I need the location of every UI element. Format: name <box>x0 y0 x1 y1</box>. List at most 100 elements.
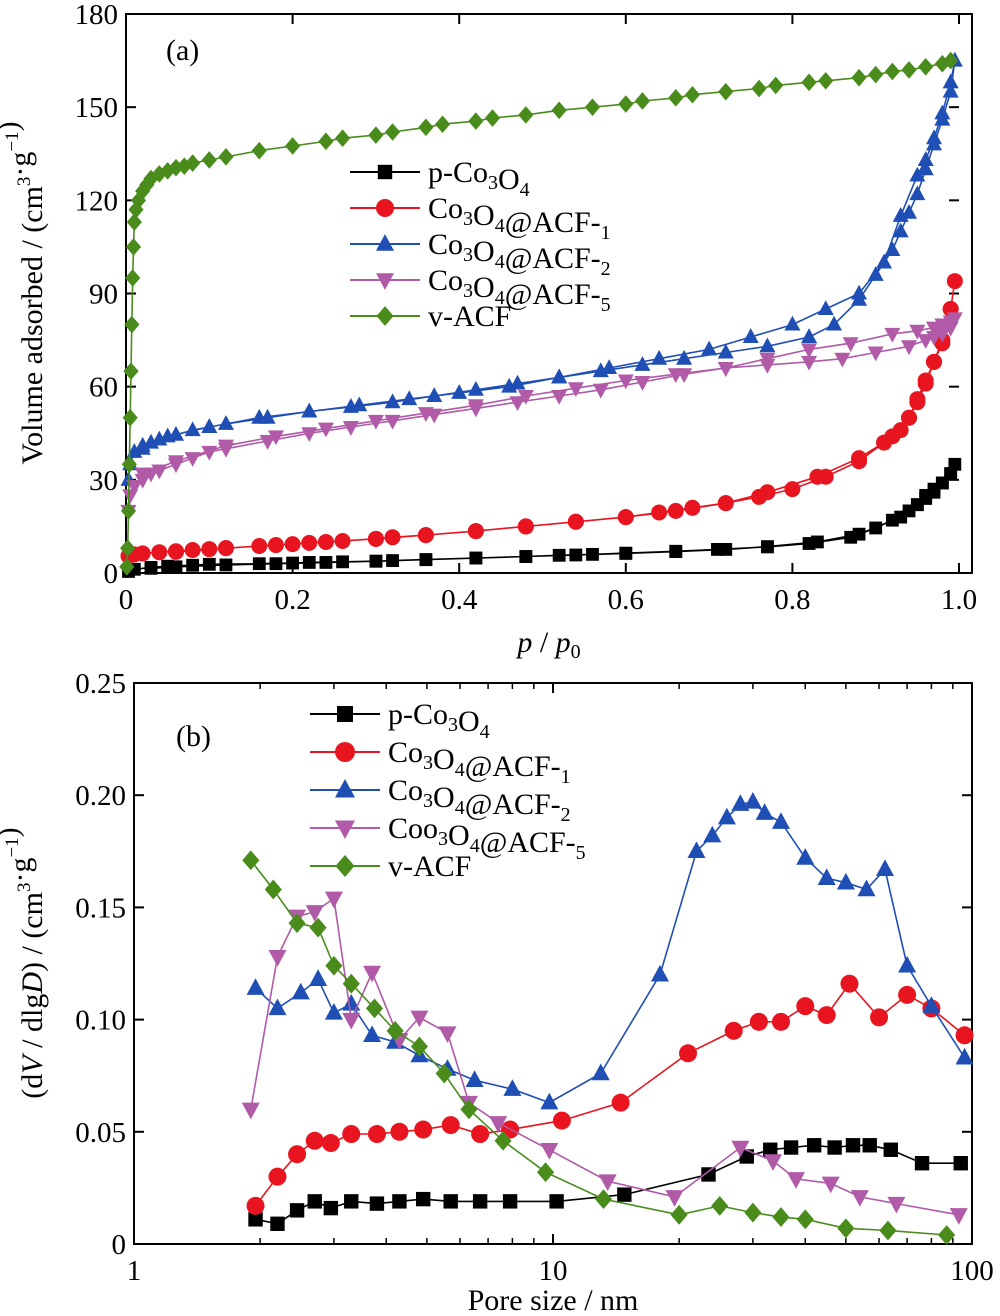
data-point-p-co3o4 <box>783 1140 799 1155</box>
legend-entry-co3o4-acf-1: Co3O4@ACF-1 <box>350 192 611 244</box>
data-point-v-acf <box>751 79 767 98</box>
data-point-co3o4-acf-1 <box>384 529 401 546</box>
data-point-p-co3o4 <box>845 1138 861 1153</box>
data-point-co3o4-acf-1 <box>342 1125 361 1144</box>
data-point-co3o4-acf-5 <box>267 430 284 446</box>
data-point-v-acf <box>460 1099 478 1120</box>
legend-label: Co3O4@ACF-2 <box>428 228 611 280</box>
data-point-v-acf <box>484 109 501 127</box>
data-point-v-acf <box>718 82 734 101</box>
data-point-coo3o4-acf-5 <box>949 1208 968 1225</box>
data-point-coo3o4-acf-5 <box>540 1143 559 1160</box>
data-point-v-acf <box>879 1220 897 1241</box>
data-point-co3o4-acf-2 <box>759 337 776 353</box>
legend-marker-v-acf <box>335 855 355 877</box>
data-point-co3o4-acf-1 <box>917 375 934 392</box>
data-point-p-co3o4 <box>806 1138 822 1153</box>
data-point-v-acf <box>242 850 260 871</box>
data-point-co3o4-acf-5 <box>884 327 901 343</box>
y-tick-label: 0.15 <box>75 892 126 924</box>
data-point-co3o4-acf-5 <box>592 383 609 399</box>
data-point-p-co3o4 <box>369 1196 385 1211</box>
data-point-co3o4-acf-2 <box>851 284 868 300</box>
data-point-co3o4-acf-5 <box>317 422 334 438</box>
data-point-co3o4-acf-2 <box>955 1047 974 1065</box>
data-point-co3o4-acf-2 <box>801 328 818 343</box>
data-point-v-acf <box>768 76 784 95</box>
data-point-p-co3o4 <box>443 1194 458 1209</box>
data-point-v-acf <box>494 1130 512 1151</box>
data-point-co3o4-acf-1 <box>251 537 268 554</box>
data-point-p-co3o4 <box>219 558 233 572</box>
data-point-co3o4-acf-5 <box>801 355 818 371</box>
panel-b-series <box>241 792 974 1245</box>
legend-entry-co3o4-acf-2: Co3O4@ACF-2 <box>310 774 571 826</box>
data-point-co3o4-acf-2 <box>363 1025 382 1043</box>
legend-marker-v-acf <box>376 306 394 326</box>
data-point-v-acf <box>309 917 327 938</box>
data-point-co3o4-acf-5 <box>217 439 234 455</box>
data-point-co3o4-acf-2 <box>634 356 651 371</box>
data-point-v-acf <box>168 158 184 177</box>
panel-a-x-axis-label: p / p0 <box>515 626 580 663</box>
legend-label: v-ACF <box>388 850 471 883</box>
series-line-v-acf <box>250 859 947 1236</box>
data-point-p-co3o4 <box>302 556 316 569</box>
data-point-co3o4-acf-2 <box>251 408 268 424</box>
legend-entry-p-co3o4: p-Co3O4 <box>310 698 490 743</box>
data-point-co3o4-acf-2 <box>717 343 734 359</box>
series-co3o4-acf-2 <box>246 792 974 1110</box>
data-point-co3o4-acf-1 <box>441 1116 460 1135</box>
data-point-p-co3o4 <box>549 1194 564 1209</box>
legend-marker-co3o4-acf-2 <box>335 779 355 798</box>
data-point-p-co3o4 <box>953 1156 968 1171</box>
data-point-v-acf <box>325 955 343 976</box>
data-point-v-acf <box>851 68 867 87</box>
data-point-p-co3o4 <box>739 1149 754 1164</box>
data-point-co3o4-acf-2 <box>717 807 736 825</box>
data-point-v-acf <box>584 98 601 116</box>
data-point-co3o4-acf-2 <box>701 340 718 356</box>
data-point-v-acf <box>126 213 142 231</box>
data-point-co3o4-acf-1 <box>217 540 234 557</box>
legend-marker-p-co3o4 <box>337 706 353 722</box>
data-point-v-acf <box>801 73 817 92</box>
data-point-co3o4-acf-1 <box>471 1125 490 1144</box>
data-point-co3o4-acf-1 <box>367 530 384 547</box>
data-point-p-co3o4 <box>719 542 733 556</box>
series-v-acf <box>119 51 959 576</box>
series-coo3o4-acf-5 <box>241 891 968 1225</box>
legend-entry-co3o4-acf-1: Co3O4@ACF-1 <box>310 736 571 788</box>
y-tick-label: 0 <box>112 1229 127 1261</box>
data-point-co3o4-acf-2 <box>826 315 843 331</box>
data-point-co3o4-acf-5 <box>834 352 851 368</box>
data-point-co3o4-acf-2 <box>451 384 468 399</box>
data-point-co3o4-acf-1 <box>246 1196 265 1215</box>
data-point-co3o4-acf-1 <box>288 1145 307 1164</box>
data-point-v-acf <box>938 1225 956 1245</box>
data-point-co3o4-acf-2 <box>201 418 218 434</box>
data-point-co3o4-acf-1 <box>321 1134 340 1153</box>
data-point-co3o4-acf-2 <box>509 374 526 390</box>
data-point-co3o4-acf-1 <box>317 533 334 550</box>
legend-label: p-Co3O4 <box>428 156 530 201</box>
data-point-coo3o4-acf-5 <box>268 950 287 967</box>
panel-a-isotherm-chart: 0 0.2 0.4 0.6 0.8 1.0 0 30 60 90 120 150 180 p-Co3O4… <box>0 0 977 663</box>
data-point-co3o4-acf-2 <box>309 969 328 986</box>
data-point-co3o4-acf-5 <box>517 389 534 405</box>
panel-a-label: (a) <box>166 34 199 67</box>
data-point-p-co3o4 <box>894 510 908 524</box>
data-point-v-acf <box>551 101 567 120</box>
series-line-co3o4-acf-1 <box>254 982 966 1207</box>
data-point-co3o4-acf-5 <box>926 321 943 337</box>
data-point-coo3o4-acf-5 <box>438 1026 457 1043</box>
data-point-co3o4-acf-2 <box>796 848 815 865</box>
data-point-co3o4-acf-5 <box>909 324 926 340</box>
data-point-co3o4-acf-2 <box>884 241 901 257</box>
data-point-co3o4-acf-5 <box>942 321 959 337</box>
data-point-co3o4-acf-2 <box>867 266 884 281</box>
data-point-v-acf <box>125 269 141 287</box>
data-point-co3o4-acf-2 <box>426 387 443 402</box>
data-point-p-co3o4 <box>270 1216 285 1232</box>
